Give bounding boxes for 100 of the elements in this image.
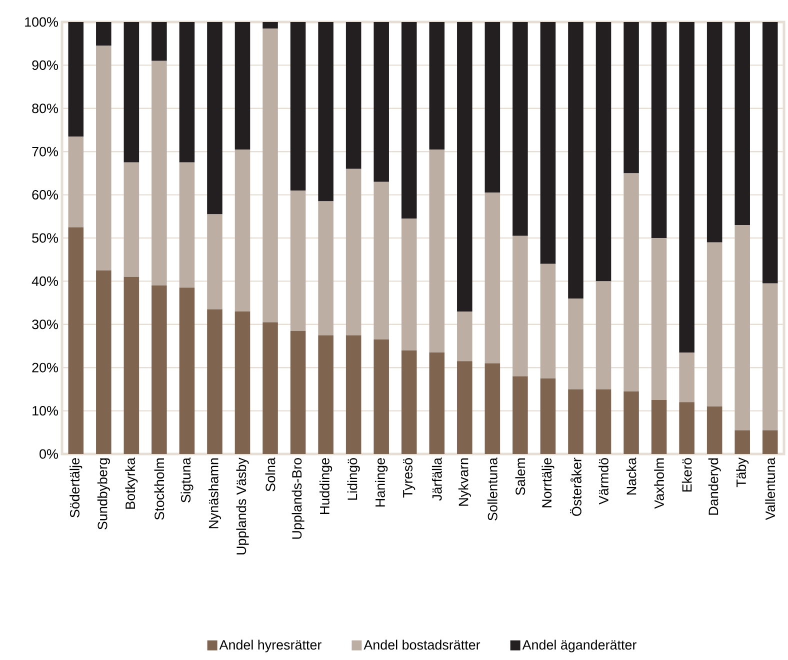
bar	[429, 352, 445, 454]
bar	[734, 22, 750, 226]
bar	[568, 22, 584, 298]
bar	[734, 430, 750, 454]
y-tick-label: 100%	[25, 17, 58, 27]
x-tick-label: Österåker	[570, 458, 582, 516]
bar	[152, 286, 167, 454]
y-tick-label: 80%	[32, 104, 58, 114]
bar	[346, 168, 362, 336]
bar	[596, 281, 612, 390]
legend-label: Andel äganderätter	[522, 640, 636, 652]
bar	[457, 311, 472, 362]
bar	[762, 430, 778, 454]
bar	[234, 311, 250, 454]
x-tick-label: Vaxholm	[654, 458, 664, 509]
y-tick-label: 50%	[32, 233, 58, 243]
bar	[152, 60, 167, 286]
bar	[234, 22, 250, 150]
x-tick-label: Haninge	[375, 458, 388, 507]
x-tick-label: Järfälla	[432, 458, 442, 501]
bar	[374, 22, 389, 182]
bar	[512, 22, 528, 236]
bar	[179, 162, 195, 288]
bar	[207, 22, 222, 214]
bar	[234, 149, 250, 312]
x-tick-label: Danderyd	[708, 458, 721, 515]
bar	[762, 283, 778, 430]
bar	[374, 340, 389, 454]
bar	[401, 218, 417, 350]
y-tick-label: 40%	[32, 276, 58, 286]
bar	[540, 378, 556, 454]
bar	[762, 22, 778, 284]
x-tick-label: Tyresö	[403, 458, 416, 498]
bar	[540, 264, 556, 378]
y-tick-label: 90%	[32, 60, 58, 70]
x-tick-label: Sigtuna	[180, 458, 194, 503]
bar	[152, 22, 167, 61]
bar	[346, 335, 362, 454]
bar	[124, 162, 140, 277]
bar	[96, 22, 112, 46]
y-tick-label: 0%	[40, 449, 58, 459]
bar	[318, 335, 334, 454]
bar	[207, 214, 222, 310]
x-tick-label: Upplands-Bro	[292, 458, 304, 539]
bar	[734, 225, 750, 430]
bar	[679, 22, 694, 352]
x-tick-label: Södertälje	[70, 458, 82, 518]
bar	[484, 363, 500, 454]
x-tick-label: Täby	[736, 458, 749, 488]
x-tick-label: Ekerö	[682, 458, 692, 492]
bar	[651, 238, 667, 400]
bar	[124, 276, 140, 454]
y-tick-label: 30%	[32, 320, 58, 330]
bar	[706, 406, 722, 454]
bar	[318, 22, 334, 202]
x-tick-label: Norrtälje	[542, 458, 554, 508]
bar	[568, 298, 584, 390]
bar	[124, 22, 140, 162]
x-tick-label: Vallentuna	[765, 458, 776, 520]
bar	[290, 22, 306, 190]
bar	[484, 22, 500, 193]
x-tick-label: Huddinge	[320, 458, 332, 514]
bar	[429, 149, 445, 352]
bar	[179, 22, 195, 162]
bar	[624, 391, 639, 454]
bar	[457, 361, 472, 454]
x-tick-label: Stockholm	[154, 458, 164, 520]
bar	[262, 22, 278, 28]
bar	[568, 389, 584, 454]
y-tick-label: 20%	[32, 362, 58, 372]
bar	[457, 22, 472, 312]
bar	[68, 227, 84, 454]
bar	[290, 190, 306, 331]
bar	[68, 136, 84, 228]
x-tick-label: Lidingö	[347, 458, 360, 500]
bar	[596, 389, 612, 454]
bar	[290, 330, 306, 454]
legend-label: Andel hyresrätter	[219, 640, 322, 652]
x-tick-label: Upplands Väsby	[236, 458, 249, 554]
x-tick-label: Sundbyberg	[97, 458, 110, 530]
bar	[596, 22, 612, 282]
y-tick-label: 10%	[32, 406, 58, 416]
y-tick-label: 60%	[32, 190, 58, 200]
bar	[624, 22, 639, 174]
bar	[68, 22, 84, 136]
bar	[429, 22, 445, 150]
bar	[96, 270, 112, 454]
x-tick-label: Värmdö	[598, 458, 608, 505]
x-tick-label: Sollentuna	[487, 458, 498, 520]
x-tick-label: Nacka	[626, 458, 636, 495]
bar	[484, 192, 500, 364]
y-tick-label: 70%	[32, 146, 58, 156]
bar	[179, 288, 195, 454]
legend-label: Andel bostadsrätter	[364, 640, 480, 650]
x-tick-label: Salem	[515, 458, 526, 496]
bar	[651, 400, 667, 454]
bar	[318, 201, 334, 336]
bar	[262, 322, 278, 454]
x-tick-label: Solna	[265, 458, 276, 492]
x-tick-label: Botkyrka	[125, 458, 138, 509]
